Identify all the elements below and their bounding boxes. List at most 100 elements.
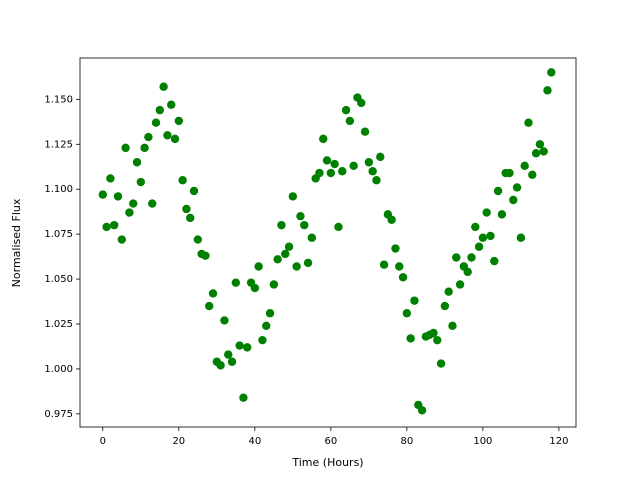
point bbox=[410, 296, 419, 305]
x-tick-label: 100 bbox=[473, 436, 492, 447]
point bbox=[129, 199, 138, 208]
point bbox=[148, 199, 157, 208]
point bbox=[186, 213, 195, 223]
point bbox=[144, 132, 153, 142]
point bbox=[136, 177, 146, 187]
point bbox=[528, 170, 537, 180]
point bbox=[201, 251, 210, 260]
y-tick-label: 1.000 bbox=[44, 364, 73, 375]
point bbox=[205, 301, 214, 311]
point bbox=[269, 280, 279, 289]
point bbox=[220, 316, 229, 325]
x-tick-label: 80 bbox=[400, 436, 413, 447]
point bbox=[372, 176, 381, 185]
point bbox=[326, 168, 336, 178]
point bbox=[231, 278, 241, 287]
point bbox=[102, 222, 111, 232]
point bbox=[167, 100, 176, 109]
point bbox=[417, 406, 427, 415]
y-tick-label: 0.975 bbox=[44, 409, 73, 420]
point bbox=[338, 167, 347, 176]
point bbox=[505, 168, 514, 178]
point bbox=[357, 98, 366, 108]
point bbox=[277, 220, 286, 230]
point bbox=[159, 82, 168, 91]
point bbox=[486, 231, 495, 241]
point bbox=[319, 134, 328, 144]
point bbox=[98, 190, 108, 199]
point bbox=[436, 359, 446, 368]
x-tick-label: 60 bbox=[324, 436, 337, 447]
point bbox=[178, 176, 187, 185]
point bbox=[288, 192, 298, 201]
point bbox=[448, 321, 457, 331]
y-axis-label: Normalised Flux bbox=[10, 198, 23, 287]
y-tick-label: 1.100 bbox=[44, 184, 73, 195]
point bbox=[254, 262, 263, 271]
point bbox=[547, 68, 556, 77]
y-tick-label: 1.025 bbox=[44, 319, 73, 330]
plot-frame bbox=[79, 57, 577, 428]
y-tick-label: 1.125 bbox=[44, 139, 73, 150]
point bbox=[121, 143, 130, 153]
point bbox=[322, 156, 332, 165]
point bbox=[193, 235, 203, 244]
y-tick-label: 1.050 bbox=[44, 274, 73, 285]
point bbox=[189, 186, 199, 196]
point bbox=[516, 233, 526, 242]
point bbox=[379, 260, 389, 269]
point bbox=[235, 341, 244, 350]
point bbox=[334, 222, 343, 232]
point bbox=[292, 262, 301, 271]
point bbox=[444, 287, 453, 296]
point bbox=[117, 235, 127, 244]
point bbox=[284, 242, 294, 251]
point bbox=[258, 335, 267, 345]
point bbox=[402, 309, 412, 318]
point bbox=[273, 255, 282, 264]
x-tick-label: 20 bbox=[172, 436, 185, 447]
point bbox=[364, 158, 374, 167]
point bbox=[535, 140, 545, 149]
x-axis-label: Time (Hours) bbox=[291, 456, 363, 469]
point bbox=[490, 256, 499, 266]
point bbox=[524, 118, 533, 127]
point bbox=[208, 289, 218, 298]
x-tick-label: 40 bbox=[248, 436, 261, 447]
point bbox=[406, 334, 415, 343]
point bbox=[163, 131, 172, 140]
point bbox=[106, 174, 115, 183]
point bbox=[531, 149, 541, 158]
point bbox=[463, 267, 472, 277]
y-tick-label: 1.150 bbox=[44, 94, 73, 105]
point bbox=[493, 186, 503, 196]
point bbox=[520, 161, 529, 171]
point bbox=[471, 222, 480, 232]
point bbox=[474, 242, 484, 251]
point bbox=[243, 343, 252, 352]
point bbox=[543, 86, 552, 95]
point bbox=[452, 253, 461, 262]
point bbox=[467, 253, 476, 262]
point bbox=[182, 204, 191, 214]
point bbox=[239, 393, 248, 402]
point bbox=[151, 118, 161, 127]
point bbox=[307, 233, 317, 242]
point bbox=[349, 161, 358, 171]
point bbox=[330, 159, 339, 169]
point bbox=[395, 262, 404, 271]
point bbox=[433, 335, 442, 345]
point bbox=[376, 152, 385, 162]
point bbox=[110, 220, 119, 230]
point bbox=[250, 283, 260, 293]
point bbox=[387, 215, 396, 224]
point bbox=[174, 116, 184, 126]
point bbox=[113, 192, 123, 201]
point bbox=[132, 158, 142, 167]
point bbox=[509, 195, 518, 205]
point bbox=[296, 211, 305, 221]
point bbox=[360, 127, 370, 136]
point bbox=[224, 350, 233, 359]
point bbox=[429, 328, 438, 338]
